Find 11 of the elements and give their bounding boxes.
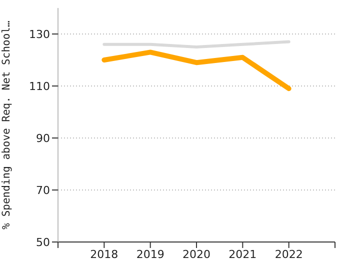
y-tick-label: 50	[36, 236, 50, 249]
x-tick-label: 2018	[90, 248, 118, 261]
x-tick-label: 2020	[182, 248, 210, 261]
x-tick-label: 2019	[136, 248, 164, 261]
x-tick-label: 2022	[274, 248, 303, 261]
y-tick-label: 130	[29, 28, 50, 41]
x-tick-label: 2021	[228, 248, 257, 261]
y-tick-label: 90	[36, 132, 50, 145]
y-tick-label: 70	[36, 184, 50, 197]
y-tick-label: 110	[29, 80, 50, 93]
y-axis-title: % Spending above Req. Net School…	[0, 20, 13, 230]
